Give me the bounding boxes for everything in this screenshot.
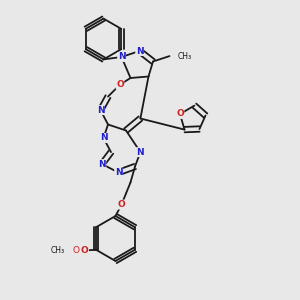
Text: N: N <box>136 148 144 157</box>
Text: O: O <box>116 80 124 89</box>
Text: N: N <box>97 106 104 115</box>
Text: CH₃: CH₃ <box>178 52 192 61</box>
Text: O: O <box>176 110 184 118</box>
Text: N: N <box>118 52 125 62</box>
Text: O: O <box>81 246 88 255</box>
Text: CH₃: CH₃ <box>51 246 65 255</box>
Text: O: O <box>72 246 79 255</box>
Text: N: N <box>98 160 106 169</box>
Text: N: N <box>100 134 107 142</box>
Text: O: O <box>118 200 125 209</box>
Text: N: N <box>115 168 122 177</box>
Text: N: N <box>136 46 143 56</box>
